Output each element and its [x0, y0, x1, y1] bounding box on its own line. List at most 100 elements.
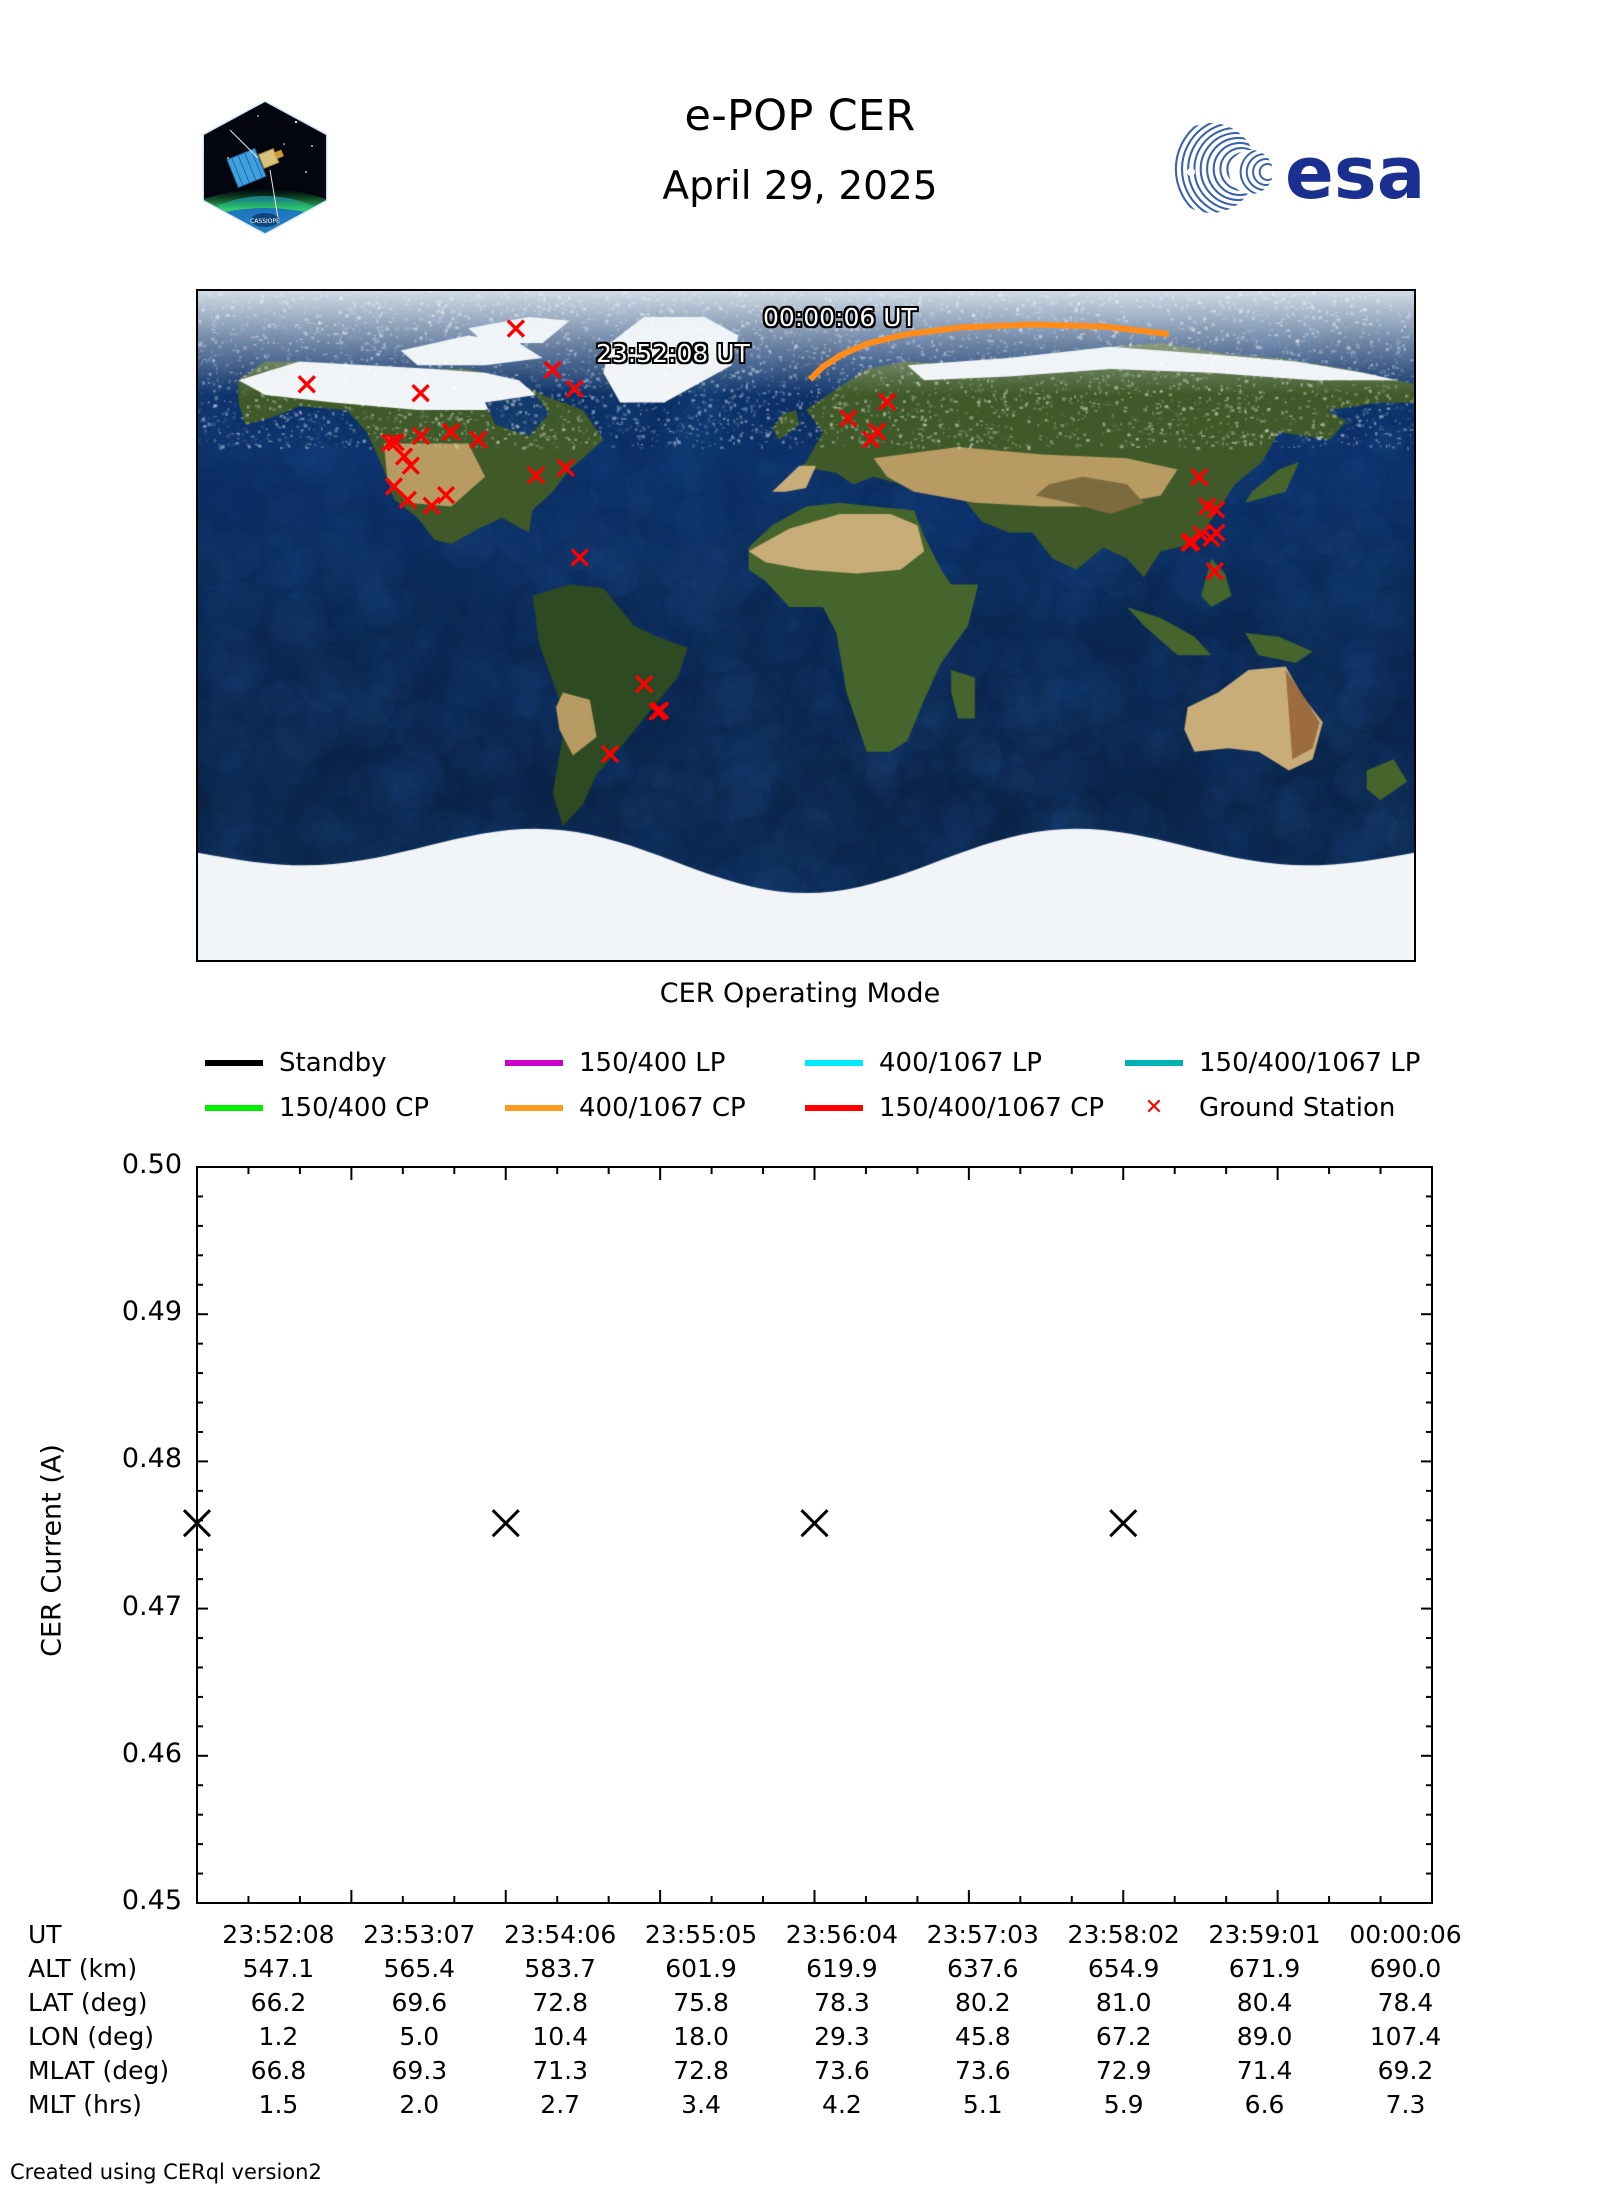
ground-station-marker [1207, 563, 1223, 579]
legend-item-150-400-1067-cp: 150/400/1067 CP [805, 1093, 1125, 1123]
table-row-header: UT [28, 1918, 208, 1952]
ground-station-marker [545, 362, 561, 378]
legend: Standby 150/400 LP 400/1067 LP 150/400/1… [205, 1040, 1425, 1130]
y-tick-label: 0.48 [42, 1443, 182, 1474]
table-cell: 23:57:03 [912, 1918, 1053, 1952]
table-cell: 637.6 [912, 1952, 1053, 1986]
table-cell: 547.1 [208, 1952, 349, 1986]
table-cell: 690.0 [1335, 1952, 1476, 1986]
table-row: ALT (km) 547.1 565.4 583.7 601.9 619.9 637.6 65… [28, 1952, 1476, 1986]
ground-station-marker [396, 448, 412, 464]
ground-station-marker [567, 381, 583, 397]
ground-station-marker [400, 492, 416, 508]
legend-swatch [1125, 1060, 1183, 1066]
table-cell: 29.3 [772, 2020, 913, 2054]
legend-item-standby: Standby [205, 1048, 505, 1078]
ground-station-marker [508, 321, 524, 337]
table-cell: 72.8 [490, 1986, 631, 2020]
legend-row: 150/400 CP 400/1067 CP 150/400/1067 CP ✕… [205, 1085, 1425, 1130]
legend-label: 150/400/1067 LP [1199, 1048, 1420, 1078]
legend-label: Ground Station [1199, 1093, 1395, 1123]
table-cell: 71.4 [1194, 2054, 1335, 2088]
ground-station-marker [636, 676, 652, 692]
legend-label: 150/400 LP [579, 1048, 725, 1078]
table-cell: 69.2 [1335, 2054, 1476, 2088]
table-cell: 75.8 [631, 1986, 772, 2020]
table-cell: 23:53:07 [349, 1918, 490, 1952]
legend-item-150-400-cp: 150/400 CP [205, 1093, 505, 1123]
page-date: April 29, 2025 [400, 167, 1200, 206]
table-cell: 73.6 [772, 2054, 913, 2088]
ground-station-marker [572, 549, 588, 565]
legend-label: 150/400/1067 CP [879, 1093, 1104, 1123]
table-cell: 23:58:02 [1053, 1918, 1194, 1952]
legend-row: Standby 150/400 LP 400/1067 LP 150/400/1… [205, 1040, 1425, 1085]
table-cell: 78.4 [1335, 1986, 1476, 2020]
ground-station-marker [840, 410, 856, 426]
page-title: e-POP CER [400, 95, 1200, 138]
table-cell: 1.2 [208, 2020, 349, 2054]
table-cell: 72.9 [1053, 2054, 1194, 2088]
footer-credit: Created using CERql version2 [10, 2160, 322, 2184]
legend-item-150-400-lp: 150/400 LP [505, 1048, 805, 1078]
orbit-track [810, 324, 1169, 379]
table-cell: 107.4 [1335, 2020, 1476, 2054]
legend-label: 400/1067 LP [879, 1048, 1042, 1078]
table-row-header: LAT (deg) [28, 1986, 208, 2020]
world-map: 00:00:06 UT 23:52:08 UT [196, 289, 1416, 962]
y-tick-label: 0.50 [42, 1149, 182, 1180]
table-cell: 654.9 [1053, 1952, 1194, 1986]
legend-label: 150/400 CP [279, 1093, 429, 1123]
ephemeris-table: UT 23:52:08 23:53:07 23:54:06 23:55:05 23:56:… [28, 1918, 1478, 2122]
title-block: e-POP CER April 29, 2025 [400, 95, 1200, 206]
ground-station-marker [470, 432, 486, 448]
table-cell: 565.4 [349, 1952, 490, 1986]
legend-swatch [505, 1060, 563, 1066]
y-tick-label: 0.47 [42, 1591, 182, 1622]
table-row: MLT (hrs) 1.5 2.0 2.7 3.4 4.2 5.1 5.9 6.6 7.3 [28, 2088, 1476, 2122]
table-row: UT 23:52:08 23:53:07 23:54:06 23:55:05 23:56:… [28, 1918, 1476, 1952]
ground-station-marker [443, 424, 459, 440]
table-cell: 5.9 [1053, 2088, 1194, 2122]
table-cell: 71.3 [490, 2054, 631, 2088]
y-tick-label: 0.49 [42, 1296, 182, 1327]
table-cell: 23:56:04 [772, 1918, 913, 1952]
table-cell: 671.9 [1194, 1952, 1335, 1986]
chart-plot-area [196, 1166, 1433, 1904]
legend-swatch [505, 1105, 563, 1111]
table-cell: 23:55:05 [631, 1918, 772, 1952]
table-cell: 69.3 [349, 2054, 490, 2088]
esa-logo: esa [1155, 120, 1465, 215]
ground-station-marker [558, 460, 574, 476]
table-row-header: LON (deg) [28, 2020, 208, 2054]
table-row-header: MLT (hrs) [28, 2088, 208, 2122]
table-cell: 66.2 [208, 1986, 349, 2020]
ground-station-marker [863, 431, 879, 447]
legend-item-150-400-1067-lp: 150/400/1067 LP [1125, 1048, 1420, 1078]
ground-station-marker [299, 376, 315, 392]
table-cell: 23:59:01 [1194, 1918, 1335, 1952]
table-row-header: ALT (km) [28, 1952, 208, 1986]
legend-label: 400/1067 CP [579, 1093, 746, 1123]
table-cell: 80.4 [1194, 1986, 1335, 2020]
table-cell: 2.0 [349, 2088, 490, 2122]
ground-station-marker [403, 458, 419, 474]
ground-station-marker [1191, 469, 1207, 485]
cassiope-logo-caption: CASSIOPE [250, 218, 280, 225]
table-row: LON (deg) 1.2 5.0 10.4 18.0 29.3 45.8 67.2 89.0 1… [28, 2020, 1476, 2054]
legend-item-400-1067-lp: 400/1067 LP [805, 1048, 1125, 1078]
table-cell: 66.8 [208, 2054, 349, 2088]
table-cell: 73.6 [912, 2054, 1053, 2088]
table-cell: 18.0 [631, 2020, 772, 2054]
table-row: MLAT (deg) 66.8 69.3 71.3 72.8 73.6 73.6 72.9 71… [28, 2054, 1476, 2088]
table-cell: 80.2 [912, 1986, 1053, 2020]
table-cell: 69.6 [349, 1986, 490, 2020]
table-cell: 601.9 [631, 1952, 772, 1986]
ground-station-marker [386, 478, 402, 494]
ground-station-marker [438, 487, 454, 503]
legend-item-400-1067-cp: 400/1067 CP [505, 1093, 805, 1123]
ground-station-marker [413, 385, 429, 401]
map-overlay [198, 291, 1414, 960]
table-cell: 10.4 [490, 2020, 631, 2054]
table-cell: 23:52:08 [208, 1918, 349, 1952]
